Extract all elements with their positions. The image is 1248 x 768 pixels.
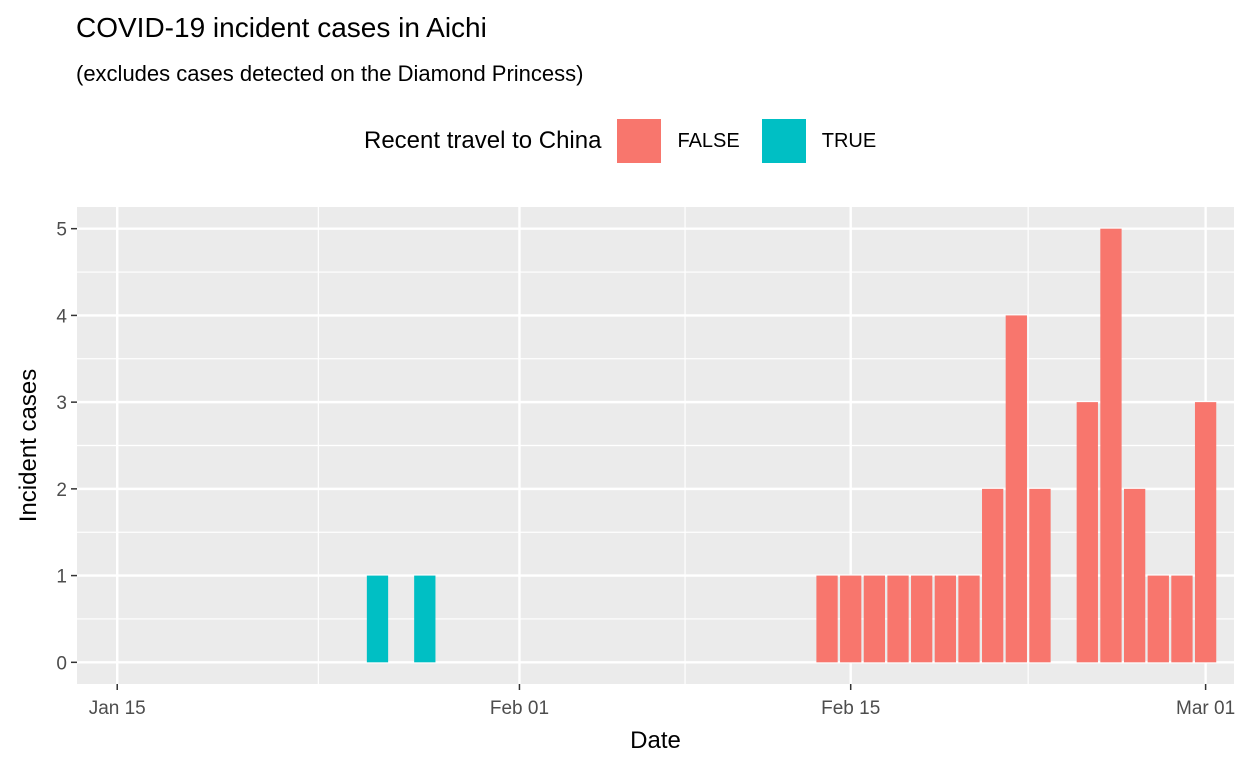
y-tick-label: 2 [56,480,67,501]
y-tick-label: 4 [56,306,67,327]
bar-false [1147,575,1169,663]
legend-title: Recent travel to China [364,127,602,154]
bar-false [982,488,1004,663]
bar-true [414,575,436,663]
bar-false [887,575,909,663]
bar-false [934,575,956,663]
legend-label-false: FALSE [677,129,740,152]
chart-subtitle: (excludes cases detected on the Diamond … [76,61,584,86]
x-tick-label: Feb 01 [490,698,549,719]
bar-false [816,575,838,663]
legend-key-true [761,119,806,163]
y-tick-label: 1 [56,567,67,588]
bar-true [366,575,389,663]
y-tick-label: 5 [56,220,67,241]
bar-false [1005,315,1027,663]
bar-false [863,575,886,663]
legend-key-false [617,119,662,163]
x-tick-label: Mar 01 [1176,698,1235,719]
bar-false [958,575,980,663]
legend: Recent travel to China FALSE TRUE [364,119,898,163]
bar-false [1194,402,1217,663]
bar-false [840,575,862,663]
bar-false [1076,402,1098,663]
bar-false [1100,228,1122,663]
chart-title: COVID-19 incident cases in Aichi [76,12,487,43]
bar-false [1123,488,1146,663]
legend-label-true: TRUE [821,129,877,152]
x-tick-label: Feb 15 [821,698,880,719]
x-axis-title: Date [630,727,681,754]
bar-false [1171,575,1193,663]
legend-item-true: TRUE [761,119,877,163]
y-tick-label: 3 [56,393,67,414]
x-tick-label: Jan 15 [89,698,146,719]
bar-false [1029,488,1051,663]
legend-item-false: FALSE [617,119,740,163]
y-axis-title: Incident cases [15,369,42,522]
y-tick-label: 0 [56,653,67,674]
bar-false [911,575,933,663]
